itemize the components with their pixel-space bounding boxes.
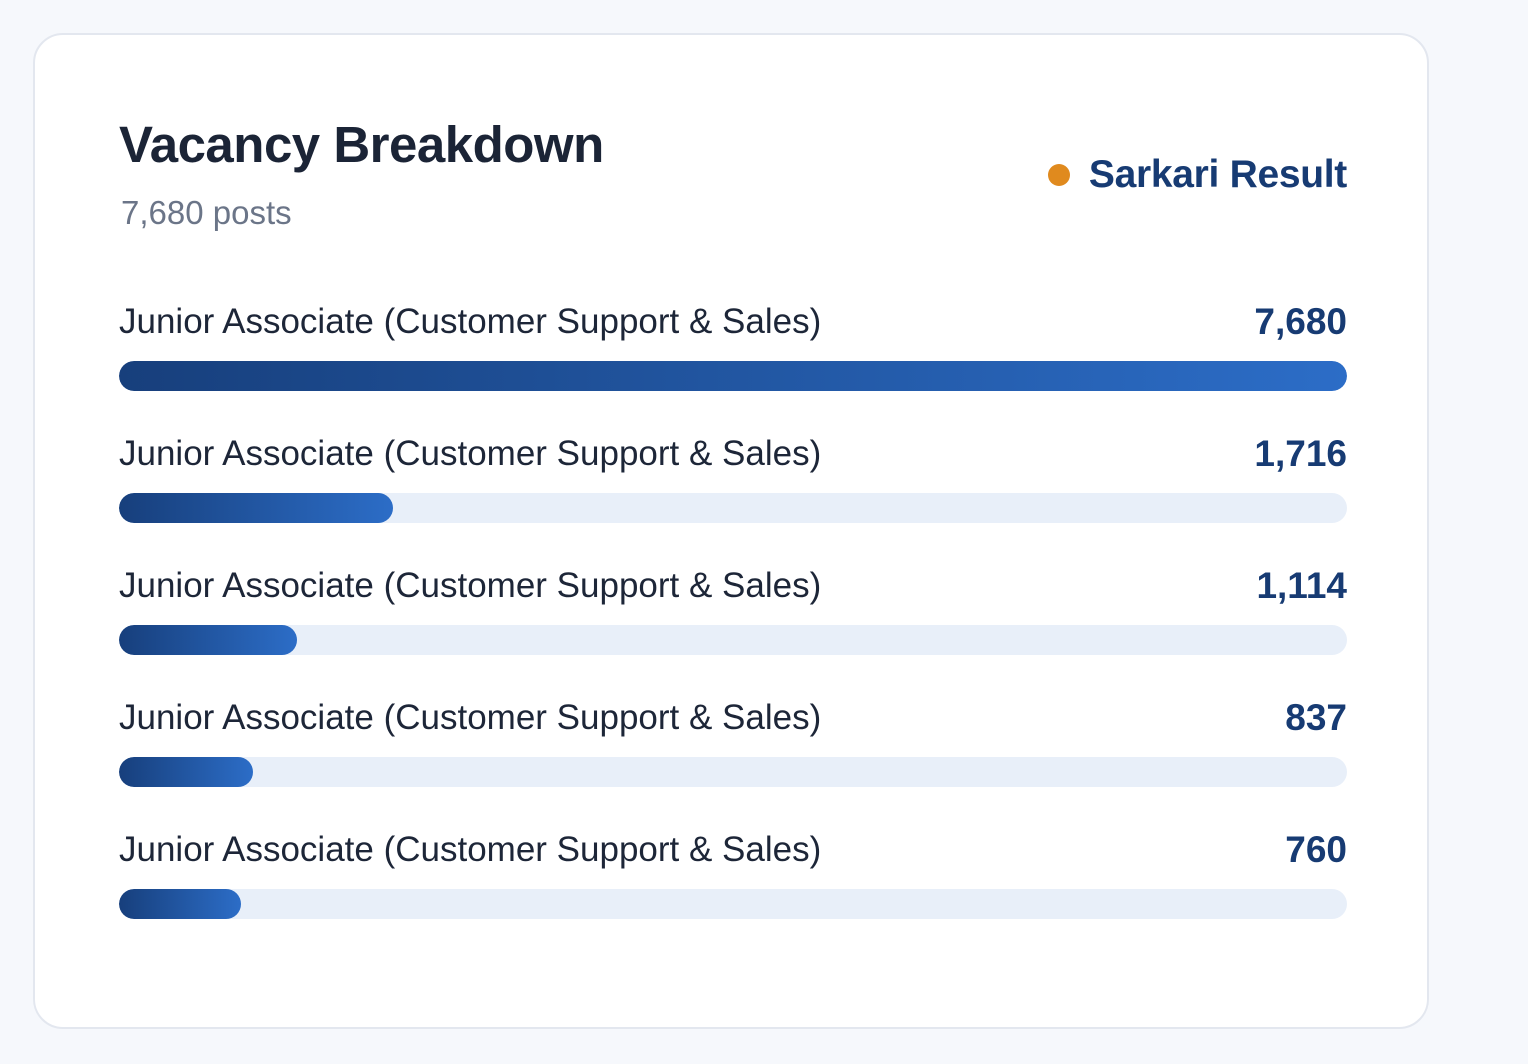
card-title: Vacancy Breakdown: [119, 116, 604, 173]
brand-dot-icon: [1047, 164, 1070, 186]
vacancy-bar-track: [119, 493, 1347, 523]
vacancy-row-label: Junior Associate (Customer Support & Sal…: [119, 434, 822, 473]
total-posts-subtitle: 7,680 posts: [121, 194, 292, 231]
vacancy-row-value: 7,680: [1254, 301, 1347, 342]
brand-badge: Sarkari Result: [1047, 151, 1347, 199]
vacancy-row: Junior Associate (Customer Support & Sal…: [119, 561, 1347, 693]
vacancy-bar-track: [119, 889, 1347, 919]
vacancy-row: Junior Associate (Customer Support & Sal…: [119, 693, 1347, 825]
vacancy-list: Junior Associate (Customer Support & Sal…: [119, 297, 1347, 957]
vacancy-row: Junior Associate (Customer Support & Sal…: [119, 429, 1347, 561]
vacancy-row-label: Junior Associate (Customer Support & Sal…: [119, 302, 822, 341]
vacancy-bar-fill: [119, 361, 1347, 391]
vacancy-row-label: Junior Associate (Customer Support & Sal…: [119, 830, 822, 869]
vacancy-row-value: 1,716: [1254, 433, 1347, 474]
vacancy-row: Junior Associate (Customer Support & Sal…: [119, 297, 1347, 429]
brand-name: Sarkari Result: [1088, 153, 1347, 196]
vacancy-row-value: 760: [1285, 829, 1347, 870]
vacancy-row-value: 837: [1285, 697, 1347, 738]
vacancy-row-label: Junior Associate (Customer Support & Sal…: [119, 566, 822, 605]
vacancy-bar-fill: [119, 889, 241, 919]
vacancy-row-label: Junior Associate (Customer Support & Sal…: [119, 698, 822, 737]
vacancy-bar-fill: [119, 757, 253, 787]
vacancy-breakdown-card: Vacancy Breakdown 7,680 posts Sarkari Re…: [33, 33, 1429, 1029]
vacancy-bar-fill: [119, 493, 393, 523]
vacancy-bar-fill: [119, 625, 297, 655]
card-header: Vacancy Breakdown 7,680 posts Sarkari Re…: [119, 115, 1347, 235]
vacancy-row: Junior Associate (Customer Support & Sal…: [119, 825, 1347, 957]
vacancy-bar-track: [119, 757, 1347, 787]
vacancy-bar-track: [119, 625, 1347, 655]
vacancy-row-value: 1,114: [1256, 565, 1347, 606]
vacancy-bar-track: [119, 361, 1347, 391]
